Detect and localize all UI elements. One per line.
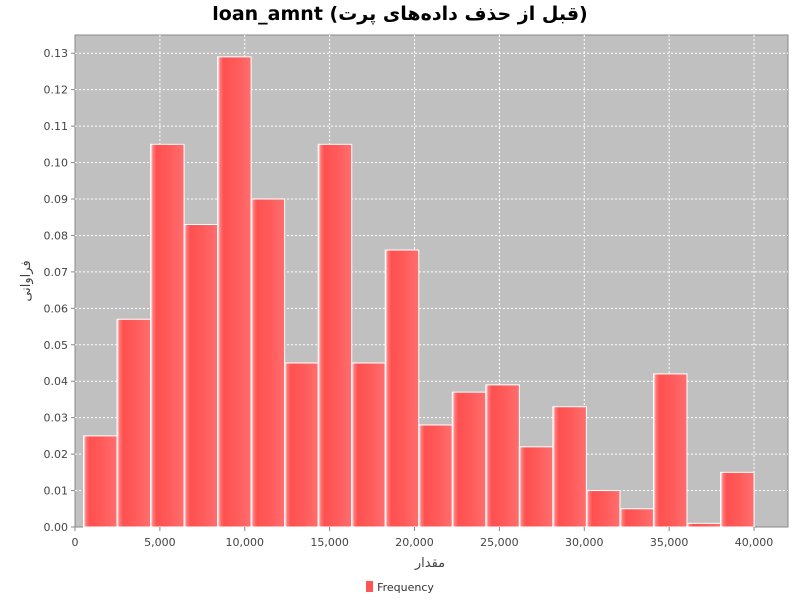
x-axis: 0 5,000 10,000 15,000 20,000 25,000 30,000 35,0… (72, 527, 774, 549)
y-tick-label: 0.12 (44, 84, 69, 97)
histogram-bar (585, 490, 621, 528)
histogram-bar (619, 508, 654, 528)
y-tick-label: 0.03 (44, 412, 69, 425)
histogram-bar (384, 249, 420, 528)
y-tick-label: 0.05 (44, 339, 69, 352)
y-tick-label: 0.00 (44, 521, 69, 534)
bars (82, 56, 755, 528)
histogram-bar (652, 373, 688, 528)
y-tick-label: 0.02 (44, 448, 69, 461)
x-tick-label: 20,000 (395, 536, 434, 549)
legend-swatch (366, 581, 374, 592)
histogram-bar (284, 362, 319, 528)
x-tick-label: 25,000 (480, 536, 519, 549)
legend: Frequency (0, 581, 800, 594)
y-tick-label: 0.08 (44, 229, 69, 242)
chart-title: loan_amnt (قبل از حذف داده‌های پرت) (212, 3, 588, 25)
y-tick-label: 0.06 (44, 302, 69, 315)
y-tick-label: 0.01 (44, 485, 69, 498)
x-tick-label: 40,000 (735, 536, 774, 549)
histogram-bar (317, 143, 353, 528)
y-tick-label: 0.09 (44, 193, 69, 206)
histogram-bar (552, 406, 587, 528)
histogram-bar (82, 435, 118, 528)
histogram-bar (518, 446, 554, 528)
y-axis: 0.00 0.01 0.02 0.03 0.04 0.05 0.06 0.07 0.08 0.09… (44, 47, 75, 534)
x-tick-label: 35,000 (650, 536, 689, 549)
histogram-bar (451, 391, 487, 528)
histogram-bar (485, 384, 520, 528)
y-tick-label: 0.11 (44, 120, 69, 133)
histogram-bar (217, 56, 252, 528)
histogram-bar (183, 224, 219, 528)
y-tick-label: 0.07 (44, 266, 69, 279)
histogram-bar (720, 471, 755, 528)
histogram-bar (150, 143, 185, 528)
y-tick-label: 0.13 (44, 47, 69, 60)
histogram-bar (686, 522, 722, 528)
histogram-bar (116, 318, 152, 528)
y-tick-label: 0.10 (44, 157, 69, 170)
x-tick-label: 5,000 (144, 536, 176, 549)
legend-label: Frequency (377, 581, 434, 594)
x-tick-label: 30,000 (565, 536, 604, 549)
histogram-bar (418, 424, 453, 528)
x-tick-label: 15,000 (310, 536, 349, 549)
x-axis-title: مقدار (414, 556, 445, 571)
x-tick-label: 0 (72, 536, 79, 549)
histogram-bar (351, 362, 386, 528)
y-axis-title: فراوانی (19, 260, 34, 301)
histogram-bar (250, 198, 286, 528)
x-tick-label: 10,000 (226, 536, 265, 549)
y-tick-label: 0.04 (44, 375, 69, 388)
